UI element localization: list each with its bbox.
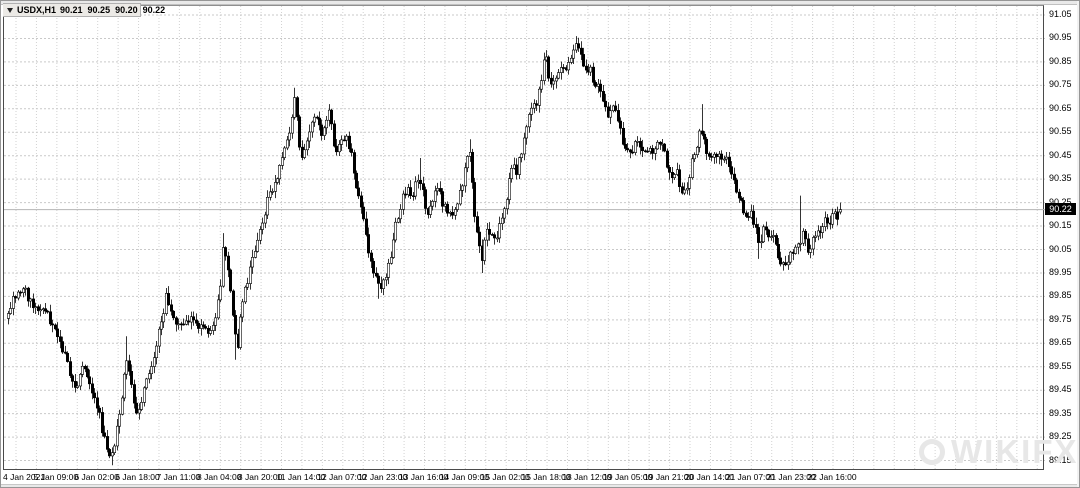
ohlc-high: 90.25	[87, 5, 111, 15]
price-tick-label: 90.15	[1049, 220, 1072, 231]
window-frame-right	[1077, 1, 1079, 487]
time-tick-label: 11 Jan 14:00	[276, 472, 326, 482]
candlestick-chart[interactable]	[4, 6, 1045, 469]
price-tick-label: 89.95	[1049, 266, 1072, 277]
symbol-period-label: USDX,H1	[17, 5, 57, 15]
time-tick-label: 21 Jan 23:00	[766, 472, 816, 482]
price-axis[interactable]: 91.05 90.95 90.85 90.75 90.65 90.55 90.45 90.35…	[1045, 5, 1077, 470]
price-tick-label: 90.65	[1049, 102, 1072, 113]
time-tick-label: 15 Jan 18:00	[521, 472, 571, 482]
window-frame-top	[1, 1, 1079, 5]
time-tick-label: 8 Jan 04:00	[197, 472, 242, 482]
price-tick-label: 90.75	[1049, 79, 1072, 90]
price-tick-label: 90.95	[1049, 32, 1072, 43]
price-tick-label: 90.55	[1049, 126, 1072, 137]
price-tick-label: 89.15	[1049, 454, 1072, 465]
price-tick-label: 90.05	[1049, 243, 1072, 254]
price-tick-label: 90.45	[1049, 149, 1072, 160]
time-tick-label: 14 Jan 09:00	[439, 472, 489, 482]
window-frame-bottom	[1, 484, 1079, 487]
price-tick-label: 89.35	[1049, 407, 1072, 418]
chevron-down-icon[interactable]	[7, 7, 13, 13]
time-tick-label: 15 Jan 02:00	[480, 472, 530, 482]
time-tick-label: 6 Jan 18:00	[115, 472, 160, 482]
time-axis[interactable]: 4 Jan 2021 5 Jan 09:00 6 Jan 02:00 6 Jan 18…	[3, 471, 1077, 484]
price-tick-label: 90.25	[1049, 196, 1072, 207]
chart-title-overlay: USDX,H1 90.21 90.25 90.20 90.22	[3, 3, 165, 17]
price-tick-label: 90.85	[1049, 55, 1072, 66]
time-tick-label: 20 Jan 14:00	[684, 472, 735, 482]
price-tick-label: 89.55	[1049, 360, 1072, 371]
price-tick-label: 89.85	[1049, 290, 1072, 301]
price-tick-label: 89.45	[1049, 384, 1072, 395]
price-tick-label: 89.25	[1049, 431, 1072, 442]
ohlc-low: 90.20	[115, 5, 138, 15]
time-tick-label: 7 Jan 11:00	[156, 472, 201, 482]
time-tick-label: 6 Jan 02:00	[74, 472, 119, 482]
ohlc-close: 90.22	[142, 5, 166, 15]
time-tick-label: 21 Jan 07:00	[725, 472, 775, 482]
ohlc-values: 90.21 90.25 90.20 90.22	[60, 5, 165, 15]
ohlc-open: 90.21	[60, 5, 83, 15]
price-tick-label: 89.65	[1049, 337, 1072, 348]
time-tick-label: 8 Jan 20:00	[237, 472, 283, 482]
time-tick-label: 4 Jan 2021	[3, 472, 46, 482]
time-tick-label: 13 Jan 16:00	[398, 472, 449, 482]
time-tick-label: 19 Jan 05:00	[603, 472, 653, 482]
time-tick-label: 12 Jan 07:00	[317, 472, 367, 482]
time-tick-label: 5 Jan 09:00	[33, 472, 79, 482]
candlestick-chart-area[interactable]	[3, 5, 1045, 470]
time-tick-label: 22 Jan 16:00	[807, 472, 857, 482]
time-tick-label: 12 Jan 23:00	[358, 472, 408, 482]
current-price-badge: 90.22	[1045, 202, 1076, 215]
time-tick-label: 19 Jan 21:00	[644, 472, 694, 482]
time-tick-label: 18 Jan 12:00	[562, 472, 612, 482]
price-tick-label: 91.05	[1049, 9, 1072, 19]
price-tick-label: 90.35	[1049, 173, 1072, 184]
price-tick-label: 89.75	[1049, 313, 1072, 324]
